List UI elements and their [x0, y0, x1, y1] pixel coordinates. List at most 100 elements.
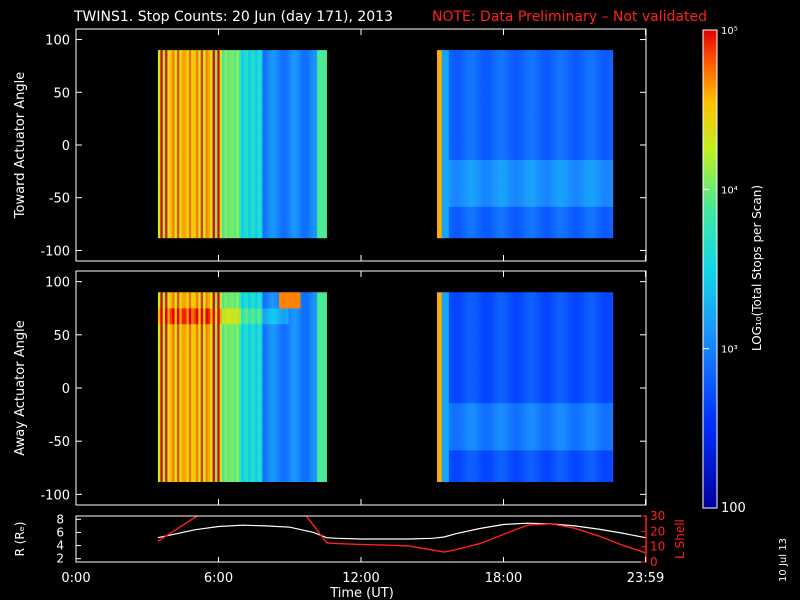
- toward-cell: [477, 112, 481, 129]
- away-cell: [264, 292, 268, 309]
- away-cell: [448, 308, 452, 325]
- away-cell: [482, 339, 485, 356]
- toward-cell: [193, 65, 197, 82]
- away-cell: [553, 450, 557, 467]
- toward-cell: [250, 190, 254, 207]
- away-cell: [489, 371, 493, 388]
- away-cell: [214, 323, 218, 341]
- toward-cell: [589, 128, 592, 145]
- toward-cell: [269, 65, 273, 82]
- toward-cell: [467, 97, 471, 114]
- away-cell: [486, 339, 490, 356]
- toward-cell: [238, 65, 242, 82]
- away-cell: [229, 386, 232, 404]
- away-cell: [250, 339, 254, 356]
- toward-cell: [324, 50, 327, 67]
- toward-cell: [233, 159, 237, 176]
- away-cell: [298, 450, 301, 467]
- away-cell: [484, 339, 488, 356]
- away-cell: [515, 323, 519, 341]
- toward-cell: [536, 206, 540, 223]
- away-cell: [231, 386, 235, 404]
- toward-cell: [505, 81, 509, 98]
- toward-cell: [243, 65, 247, 82]
- toward-cell: [589, 159, 592, 176]
- away-cell: [181, 402, 185, 419]
- toward-cell: [279, 206, 282, 223]
- away-cell: [172, 292, 175, 309]
- toward-cell: [184, 206, 187, 223]
- away-cell: [472, 386, 476, 404]
- toward-cell: [527, 50, 531, 67]
- toward-cell: [494, 97, 497, 114]
- toward-cell: [314, 222, 318, 239]
- away-cell: [264, 465, 268, 482]
- toward-cell: [307, 112, 311, 129]
- toward-cell: [489, 97, 493, 114]
- away-cell: [269, 418, 273, 435]
- away-cell: [572, 371, 576, 388]
- toward-cell: [269, 143, 273, 160]
- toward-cell: [165, 128, 168, 145]
- toward-cell: [193, 97, 197, 114]
- away-cell: [312, 339, 316, 356]
- toward-cell: [574, 112, 578, 129]
- toward-cell: [577, 50, 580, 67]
- away-cell: [283, 292, 287, 309]
- away-cell: [465, 434, 469, 451]
- toward-cell: [295, 128, 299, 145]
- toward-cell: [205, 222, 209, 239]
- away-cell: [439, 323, 443, 341]
- toward-cell: [610, 97, 614, 114]
- toward-cell: [210, 112, 213, 129]
- toward-cell: [444, 190, 447, 207]
- toward-cell: [551, 81, 554, 98]
- away-cell: [451, 465, 455, 482]
- toward-cell: [248, 128, 251, 145]
- toward-cell: [214, 128, 218, 145]
- away-cell: [553, 418, 557, 435]
- toward-cell: [271, 143, 275, 160]
- away-cell: [233, 292, 237, 309]
- toward-cell: [527, 112, 531, 129]
- toward-cell: [465, 222, 469, 239]
- toward-cell: [539, 190, 542, 207]
- toward-cell: [257, 206, 261, 223]
- away-cell: [458, 402, 462, 419]
- toward-cell: [231, 190, 235, 207]
- away-cell: [274, 402, 278, 419]
- away-cell: [312, 434, 316, 451]
- toward-cell: [555, 81, 559, 98]
- toward-cell: [584, 81, 588, 98]
- away-cell: [298, 355, 301, 372]
- toward-cell: [167, 159, 171, 176]
- toward-cell: [162, 112, 166, 129]
- toward-cell: [467, 143, 471, 160]
- toward-cell: [281, 81, 285, 98]
- toward-cell: [479, 81, 483, 98]
- toward-cell: [553, 159, 557, 176]
- away-cell: [236, 292, 240, 309]
- toward-cell: [458, 190, 462, 207]
- away-cell: [243, 339, 247, 356]
- toward-cell: [501, 206, 504, 223]
- toward-cell: [293, 50, 297, 67]
- toward-cell: [448, 143, 452, 160]
- toward-cell: [458, 206, 462, 223]
- away-cell: [241, 402, 244, 419]
- toward-cell: [260, 112, 263, 129]
- toward-cell: [191, 97, 194, 114]
- away-cell: [444, 402, 447, 419]
- toward-cell: [598, 65, 602, 82]
- toward-cell: [324, 175, 327, 192]
- away-cell: [489, 434, 493, 451]
- away-cell: [193, 450, 197, 467]
- toward-cell: [222, 190, 225, 207]
- away-cell: [274, 323, 278, 341]
- toward-cell: [560, 128, 564, 145]
- toward-cell: [489, 50, 493, 67]
- away-cell: [238, 323, 242, 341]
- toward-cell: [302, 128, 306, 145]
- away-cell: [262, 371, 266, 388]
- toward-cell: [276, 112, 280, 129]
